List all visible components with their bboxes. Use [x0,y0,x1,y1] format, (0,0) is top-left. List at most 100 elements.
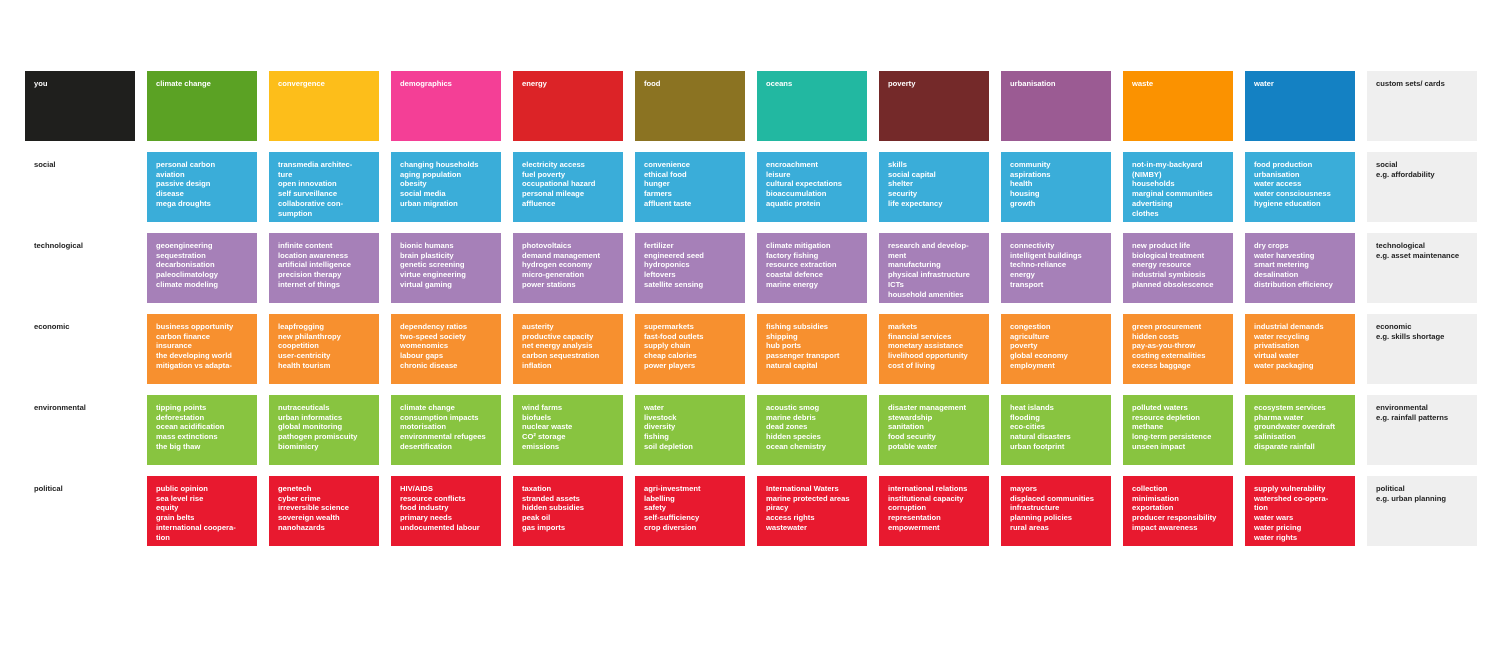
card-line: advertising [1132,198,1173,208]
card-economic-poverty: markets financial services monetary assist… [879,314,989,384]
card-line: housing [1010,189,1040,199]
card-line: global monitoring [278,422,343,432]
card-line: photovoltaics [522,241,572,250]
row-environmental: environmental tipping points deforestation… [25,395,1477,465]
card-line: affluent taste [644,198,692,208]
card-line: marine energy [766,279,818,289]
card-line: household amenities [888,289,964,299]
card-line: coastal defence [766,270,823,280]
card-line: decarbonisation [156,260,215,270]
row-label-economic: economic [34,322,70,331]
card-line: coopetition [278,341,319,351]
card-line: green procurement [1132,322,1202,331]
card-line: new philanthropy [278,331,341,341]
card-line: biomimicry [278,441,319,451]
card-line: power players [644,360,696,370]
card-line: water access [1254,179,1302,189]
card-environmental-waste: polluted waters resource depletion methane… [1123,395,1233,465]
card-line: biological treatment [1132,250,1205,260]
card-line: resource conflicts [400,493,466,503]
card-line: potable water [888,441,937,451]
card-line: supply vulnerability [1254,484,1326,493]
column-header-label: waste [1132,79,1154,88]
custom-card-line: social [1376,160,1398,169]
card-economic-waste: green procurement hidden costs pay-as-you-… [1123,314,1233,384]
column-header-label: water [1254,79,1274,88]
card-line: passive design [156,179,211,189]
card-line: hydrogen economy [522,260,593,270]
card-line: groundwater overdraft [1254,422,1336,432]
card-line: hidden costs [1132,331,1179,341]
card-line: global economy [1010,351,1068,361]
card-line: impact awareness [1132,522,1198,532]
card-line: electricity access [522,160,585,169]
card-line: planned obsolescence [1132,279,1214,289]
custom-sets-header-card: custom sets/ cards [1367,71,1477,141]
card-social-energy: electricity access fuel poverty occupation… [513,152,623,222]
card-line: changing households [400,160,479,169]
card-line: leisure [766,169,791,179]
column-header-label: food [644,79,661,88]
card-line: corruption [888,503,926,513]
card-line: congestion [1010,322,1051,331]
card-line: international relations [888,484,968,493]
card-line: agri-investment [644,484,701,493]
card-line: infinite content [278,241,333,250]
card-line: minimisation [1132,493,1179,503]
custom-card-line: political [1376,484,1405,493]
card-line: passenger transport [766,351,840,361]
card-political-waste: collection minimisation exportation produce… [1123,476,1233,546]
card-environmental-demographics: climate change consumption impacts motoris… [391,395,501,465]
card-technological-convergence: infinite content location awareness artifi… [269,233,379,303]
card-line: life expectancy [888,198,943,208]
card-line: safety [644,503,666,513]
row-political: political public opinion sea level rise equ… [25,476,1477,546]
card-line: environmental refugees [400,432,486,442]
card-line: livelihood opportunity [888,351,968,361]
card-line: water rights [1254,532,1298,542]
card-line: aquatic protein [766,198,821,208]
card-line: pharma water [1254,412,1304,422]
card-line: health tourism [278,360,331,370]
card-line: International Waters [766,484,839,493]
card-line: inflation [522,360,552,370]
card-environmental-climate-change: tipping points deforestation ocean acidifi… [147,395,257,465]
card-line: biofuels [522,412,552,422]
card-line: techno-reliance [1010,260,1067,270]
card-line: desertification [400,441,452,451]
card-line: salinisation [1254,432,1296,442]
row-label-social: social [34,160,56,169]
card-line: sea level rise [156,493,204,503]
card-line: food security [888,432,936,442]
card-line: marine protected areas [766,493,850,503]
card-line: dead zones [766,422,808,432]
card-line: poverty [1010,341,1038,351]
you-header-card: you [25,71,135,141]
card-line: irreversible science [278,503,349,513]
column-header-food: food [635,71,745,141]
card-line: aspirations [1010,169,1051,179]
card-line: geoengineering [156,241,213,250]
card-line: hidden subsidies [522,503,585,513]
card-line: taxation [522,484,552,493]
card-line: producer responsibility [1132,513,1217,523]
card-social-poverty: skills social capital shelter security life … [879,152,989,222]
card-line: mayors [1010,484,1038,493]
card-environmental-urbanisation: heat islands flooding eco-cities natural di… [1001,395,1111,465]
card-line: grain belts [156,513,195,523]
row-social: social personal carbon aviation passive des… [25,152,1477,222]
card-line: virtual gaming [400,279,452,289]
card-line: (NIMBY) [1132,169,1162,179]
card-line: crop diversion [644,522,697,532]
card-line: supply chain [644,341,691,351]
card-line: markets [888,322,918,331]
card-line: research and develop- [888,241,969,250]
card-line: wastewater [766,522,807,532]
card-line: unseen impact [1132,441,1186,451]
card-line: motorisation [400,422,446,432]
card-line: eco-cities [1010,422,1046,432]
card-economic-water: industrial demands water recycling privati… [1245,314,1355,384]
card-line: hidden species [766,432,821,442]
card-line: disease [156,189,184,199]
card-line: net energy analysis [522,341,593,351]
